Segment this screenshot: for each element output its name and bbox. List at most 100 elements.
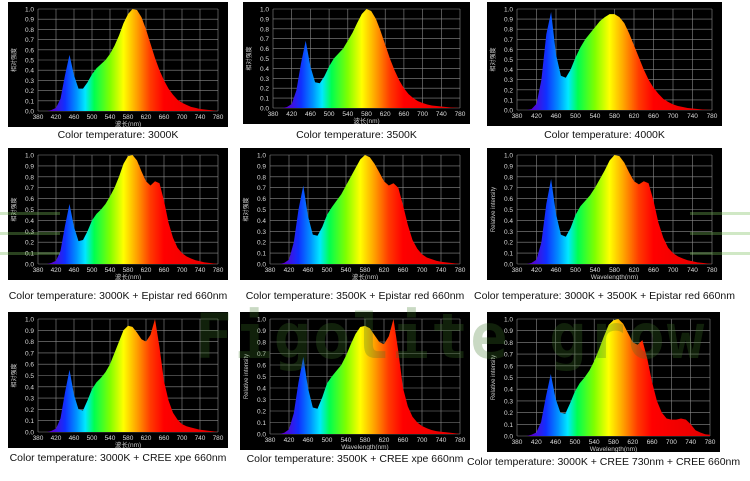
y-tick-label: 0.9 (25, 328, 34, 335)
y-tick-label: 0.3 (260, 76, 269, 83)
y-tick-label: 0.5 (257, 207, 266, 214)
x-tick-label: 740 (436, 437, 447, 444)
chart-caption: Color temperature: 3000K (57, 129, 179, 141)
x-tick-label: 740 (195, 267, 206, 274)
x-tick-label: 580 (360, 437, 371, 444)
y-tick-label: 0.6 (257, 363, 266, 370)
x-tick-label: 380 (265, 437, 276, 444)
y-tick-label: 0.1 (504, 97, 513, 104)
x-tick-label: 740 (436, 267, 447, 274)
x-tick-label: 740 (195, 435, 206, 442)
y-tick-label: 0.9 (25, 17, 34, 24)
x-tick-label: 700 (668, 113, 679, 120)
y-tick-label: 0.0 (257, 262, 266, 269)
x-tick-label: 500 (324, 111, 335, 118)
y-axis-label: 相对强度 (245, 46, 253, 70)
spectrum-area (517, 12, 712, 110)
x-tick-label: 620 (379, 437, 390, 444)
y-tick-label: 0.5 (25, 58, 34, 65)
y-tick-label: 0.4 (504, 218, 513, 225)
y-tick-label: 0.3 (504, 229, 513, 236)
x-tick-label: 660 (398, 437, 409, 444)
y-tick-label: 1.0 (25, 317, 34, 324)
spectrum-area (517, 155, 712, 264)
y-tick-label: 0.8 (257, 340, 266, 347)
spectrum-svg: 0.0 0.1 0.2 0.3 0.4 0.5 0.6 0.7 0.8 0.9 1.0 380 420 4… (491, 317, 716, 453)
spectrum-svg: 0.0 0.1 0.2 0.3 0.4 0.5 0.6 0.7 0.8 0.9 1.0 380 420 4… (242, 153, 466, 281)
x-axis-label: 波长(nm) (352, 272, 378, 280)
spectrum-svg: 0.0 0.1 0.2 0.3 0.4 0.5 0.6 0.7 0.8 0.9 1.0 380 420 4… (244, 317, 466, 451)
x-tick-label: 700 (177, 114, 188, 121)
x-tick-label: 780 (455, 267, 466, 274)
y-tick-label: 0.0 (25, 430, 34, 437)
y-tick-label: 0.3 (25, 229, 34, 236)
x-tick-label: 660 (398, 111, 409, 118)
spectrum-area (517, 319, 710, 436)
y-tick-label: 0.8 (260, 26, 269, 33)
x-tick-label: 420 (531, 113, 542, 120)
chart-caption: Color temperature: 3000K + CREE xpe 660n… (9, 452, 227, 464)
spectrum-svg: 0.0 0.1 0.2 0.3 0.4 0.5 0.6 0.7 0.8 0.9 1.0 380 420 4… (489, 7, 718, 121)
y-tick-label: 0.5 (504, 375, 513, 382)
y-tick-label: 0.8 (257, 174, 266, 181)
x-axis-label: 波长(nm) (115, 440, 141, 448)
y-tick-label: 1.0 (260, 7, 269, 14)
y-tick-label: 1.0 (25, 153, 34, 160)
y-tick-label: 0.8 (25, 174, 34, 181)
x-tick-label: 780 (213, 114, 224, 121)
x-tick-label: 780 (455, 437, 466, 444)
x-axis-label: Wavelength(nm) (341, 444, 388, 450)
x-tick-label: 780 (705, 439, 716, 446)
x-tick-label: 780 (707, 267, 718, 274)
chart-caption: Color temperature: 3500K (296, 129, 417, 141)
x-tick-label: 540 (341, 267, 352, 274)
spectrum-chart: 0.0 0.1 0.2 0.3 0.4 0.5 0.6 0.7 0.8 0.9 1.0 380 420 4… (8, 148, 228, 280)
spectrum-svg: 0.0 0.1 0.2 0.3 0.4 0.5 0.6 0.7 0.8 0.9 1.0 380 420 4… (491, 153, 718, 281)
y-tick-label: 0.4 (25, 384, 34, 391)
x-tick-label: 740 (685, 439, 696, 446)
x-tick-label: 620 (141, 267, 152, 274)
x-tick-label: 500 (570, 113, 581, 120)
y-tick-label: 0.6 (25, 196, 34, 203)
x-tick-label: 620 (627, 439, 638, 446)
x-tick-label: 500 (322, 437, 333, 444)
y-axis-label: Relative intensity (491, 355, 497, 400)
spectrum-chart: 0.0 0.1 0.2 0.3 0.4 0.5 0.6 0.7 0.8 0.9 1.0 380 420 4… (487, 148, 722, 280)
x-tick-label: 620 (141, 435, 152, 442)
y-tick-label: 0.8 (504, 27, 513, 34)
y-tick-label: 0.1 (25, 98, 34, 105)
x-tick-label: 700 (417, 267, 428, 274)
y-axis-label: Relative intensity (244, 354, 250, 399)
x-tick-label: 420 (531, 267, 542, 274)
y-tick-label: 0.5 (504, 57, 513, 64)
y-tick-label: 0.8 (25, 339, 34, 346)
chart-caption: Color temperature: 4000K (544, 129, 665, 141)
x-tick-label: 460 (303, 437, 314, 444)
x-tick-label: 380 (268, 111, 279, 118)
y-tick-label: 0.9 (257, 163, 266, 170)
x-tick-label: 380 (512, 439, 523, 446)
spectrum-area (38, 319, 218, 432)
y-tick-label: 0.3 (257, 229, 266, 236)
x-tick-label: 620 (379, 267, 390, 274)
y-tick-label: 0.1 (257, 420, 266, 427)
x-tick-label: 420 (51, 114, 62, 121)
y-tick-label: 0.9 (25, 163, 34, 170)
spectrum-chart: 0.0 0.1 0.2 0.3 0.4 0.5 0.6 0.7 0.8 0.9 1.0 380 420 4… (8, 312, 228, 448)
y-axis-label: 相对强度 (242, 197, 250, 221)
y-tick-label: 0.7 (504, 37, 513, 44)
x-axis-label: Wavelength(nm) (591, 274, 638, 280)
x-tick-label: 460 (305, 111, 316, 118)
y-tick-label: 0.0 (504, 434, 513, 441)
y-tick-label: 0.1 (257, 251, 266, 258)
x-tick-label: 420 (284, 267, 295, 274)
x-tick-label: 460 (551, 267, 562, 274)
x-tick-label: 580 (609, 267, 620, 274)
x-tick-label: 420 (531, 439, 542, 446)
y-tick-label: 0.7 (260, 36, 269, 43)
y-tick-label: 0.1 (504, 422, 513, 429)
x-tick-label: 580 (609, 113, 620, 120)
y-tick-label: 0.7 (25, 37, 34, 44)
chart-caption: Color temperature: 3500K + CREE xpe 660n… (246, 453, 464, 465)
y-tick-label: 0.3 (257, 397, 266, 404)
